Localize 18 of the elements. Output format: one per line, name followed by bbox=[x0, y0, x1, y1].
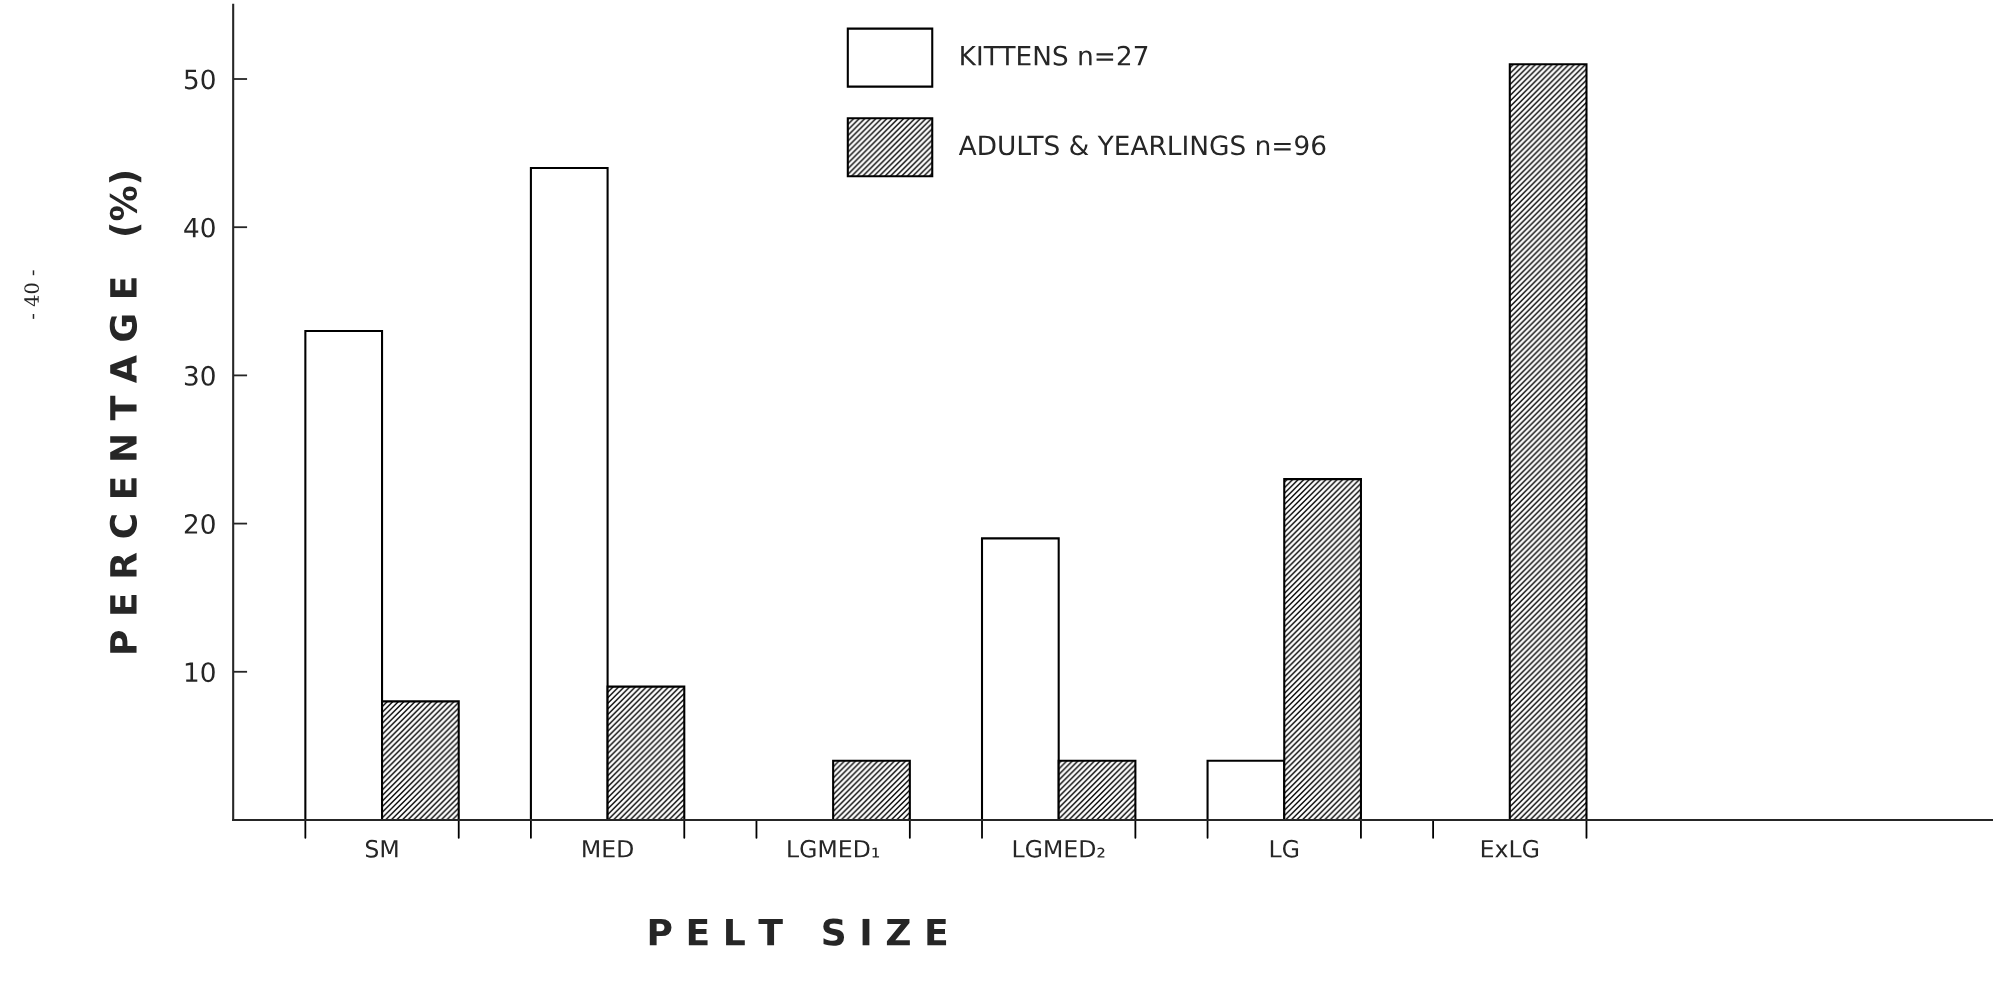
x-tick-label: MED bbox=[583, 840, 633, 858]
legend-label: ADULTS & YEARLINGS n=96 bbox=[958, 135, 1326, 156]
bar bbox=[832, 759, 911, 820]
x-tick-label: LGMED₂ bbox=[1013, 839, 1105, 858]
legend-label: KITTENS n=27 bbox=[961, 45, 1148, 66]
x-tick-label: SM bbox=[365, 839, 398, 858]
x-axis-title: P E L T S I Z E bbox=[649, 918, 947, 946]
y-axis-title: P E R C E N T A G E (%) bbox=[109, 171, 142, 653]
text: - 40 - bbox=[24, 270, 39, 319]
y-tick-label: 10 bbox=[185, 662, 215, 683]
y-tick-label: 40 bbox=[184, 217, 215, 238]
y-tick-label: 30 bbox=[184, 365, 215, 386]
bar bbox=[1508, 63, 1588, 820]
y-tick-label: 20 bbox=[184, 514, 215, 534]
y-tick-label: 50 bbox=[184, 69, 215, 90]
x-tick-label: LGMED₁ bbox=[788, 839, 880, 858]
x-tick-label: LG bbox=[1270, 839, 1299, 858]
x-tick-label: ExLG bbox=[1481, 839, 1539, 858]
